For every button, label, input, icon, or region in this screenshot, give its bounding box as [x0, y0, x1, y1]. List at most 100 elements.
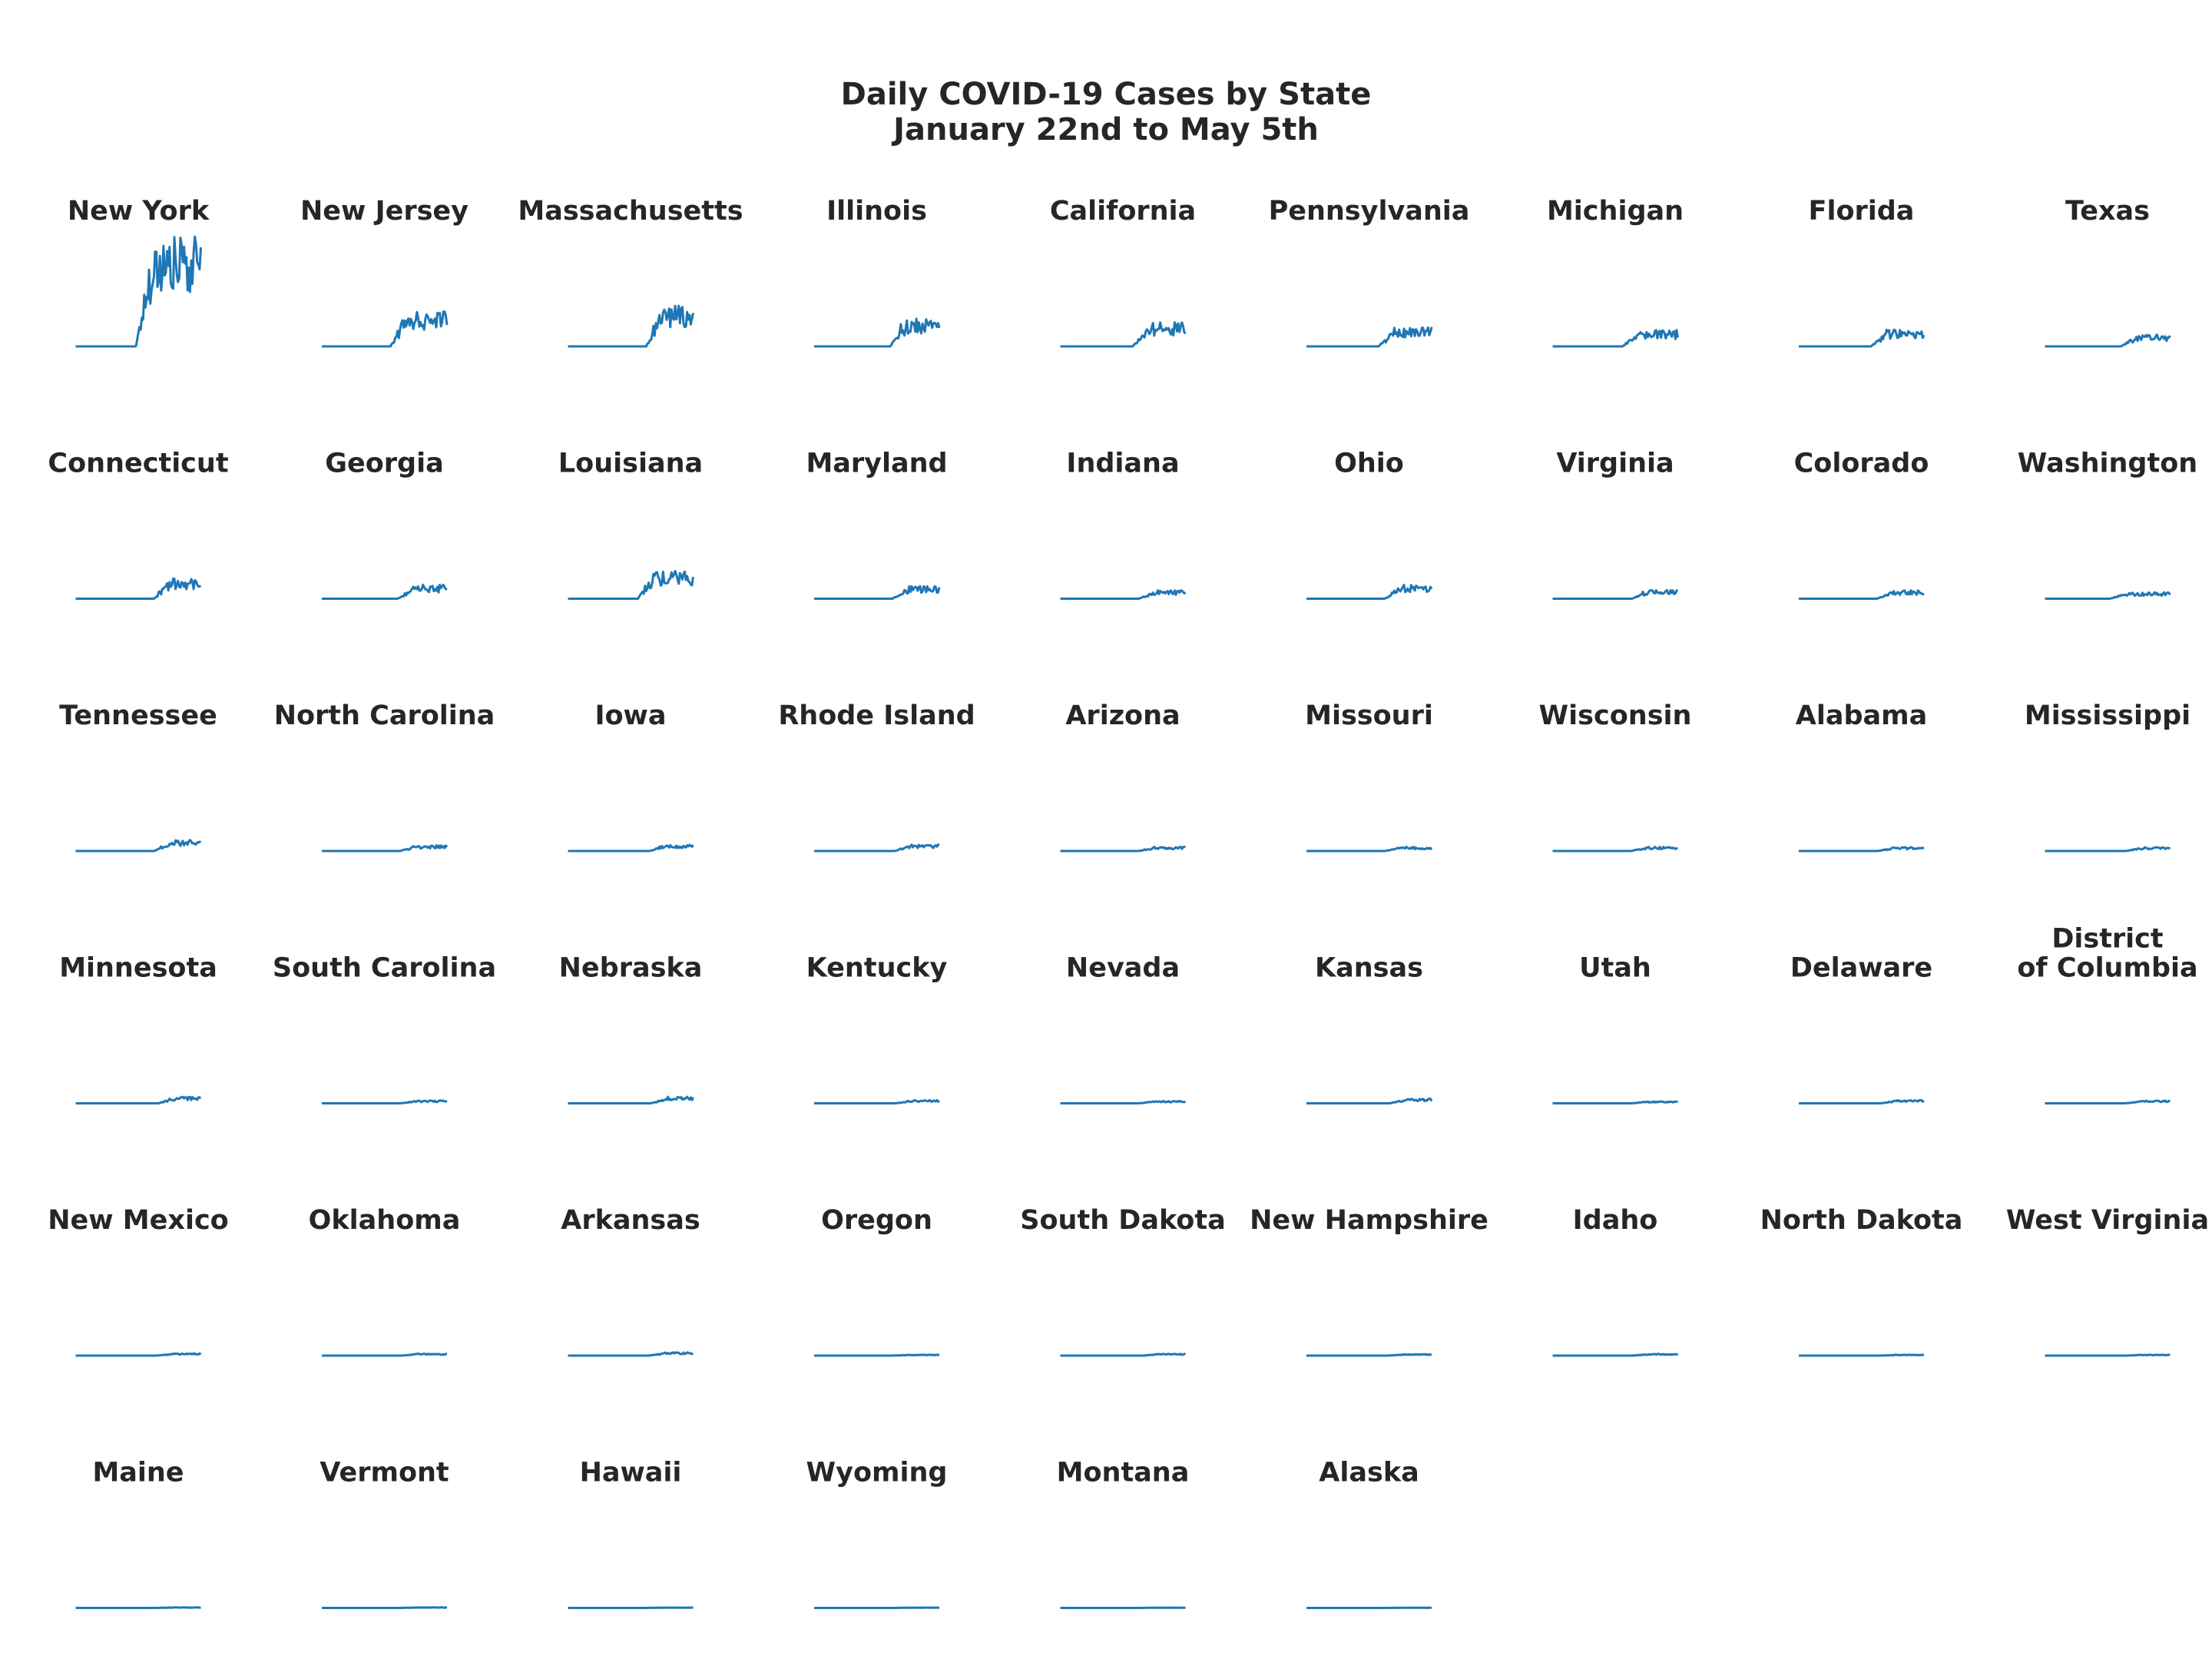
- state-title: California: [1050, 196, 1196, 227]
- state-series-line: [1552, 846, 1679, 853]
- state-title: New Hampshire: [1250, 1205, 1488, 1236]
- state-series-line: [75, 839, 201, 853]
- state-panel: Mississippi: [2025, 700, 2190, 853]
- state-panel: New Jersey: [300, 196, 469, 348]
- state-title: Michigan: [1547, 196, 1684, 227]
- state-panel: South Dakota: [1020, 1205, 1226, 1357]
- state-title: Massachusetts: [518, 196, 743, 227]
- state-panel: Washington: [2018, 449, 2197, 600]
- state-series-line: [1060, 846, 1186, 853]
- state-title: Maine: [92, 1458, 184, 1488]
- state-series-line: [568, 304, 694, 348]
- state-title: Maryland: [806, 449, 947, 479]
- state-title: South Carolina: [273, 953, 496, 984]
- state-series-line: [814, 584, 941, 600]
- state-title: Alaska: [1319, 1458, 1419, 1488]
- state-series-line: [1799, 846, 1925, 853]
- state-title: Arkansas: [561, 1205, 700, 1236]
- state-panel: New Hampshire: [1250, 1205, 1488, 1357]
- state-title: Arizona: [1065, 700, 1180, 731]
- state-title: Minnesota: [59, 953, 217, 984]
- state-title: Nebraska: [559, 953, 703, 984]
- state-panel: Hawaii: [568, 1458, 694, 1609]
- state-panel: Connecticut: [48, 449, 229, 600]
- state-title: Florida: [1809, 196, 1915, 227]
- state-title: Tennessee: [59, 700, 217, 731]
- state-panel: California: [1050, 196, 1196, 348]
- state-series-line: [1306, 1353, 1432, 1357]
- state-title: Pennsylvania: [1269, 196, 1470, 227]
- state-series-line: [322, 1099, 448, 1104]
- state-panel: Kansas: [1306, 953, 1433, 1104]
- chart-title-line-1: Daily COVID-19 Cases by State: [840, 77, 1372, 112]
- state-series-line: [814, 843, 940, 853]
- state-panel: Maryland: [806, 449, 948, 600]
- state-series-line: [1799, 328, 1926, 348]
- state-panel: Texas: [2045, 196, 2171, 348]
- state-panel: Indiana: [1060, 449, 1187, 600]
- state-title: Mississippi: [2025, 700, 2190, 731]
- state-panel: North Dakota: [1760, 1205, 1963, 1357]
- state-series-line: [322, 584, 448, 600]
- state-panel: Utah: [1552, 953, 1678, 1104]
- state-panel: Georgia: [322, 449, 448, 600]
- state-panel: Missouri: [1305, 700, 1433, 853]
- state-title: Connecticut: [48, 449, 228, 479]
- state-panel: Massachusetts: [518, 196, 743, 348]
- state-title: Alabama: [1796, 700, 1927, 731]
- state-panel: Arkansas: [561, 1205, 700, 1357]
- state-panel: Arizona: [1060, 700, 1186, 853]
- state-panel: Alaska: [1306, 1458, 1432, 1609]
- state-panel: Alabama: [1796, 700, 1927, 853]
- state-panel: Wisconsin: [1539, 700, 1692, 853]
- state-title: South Dakota: [1020, 1205, 1225, 1236]
- state-title: North Dakota: [1760, 1205, 1963, 1236]
- state-title: Oklahoma: [309, 1205, 461, 1236]
- state-panel: Oregon: [814, 1205, 940, 1357]
- state-title: New York: [68, 196, 210, 227]
- state-series-line: [2045, 591, 2171, 600]
- state-series-line: [75, 577, 202, 600]
- state-panel: Maine: [75, 1458, 201, 1609]
- state-series-line: [1306, 1098, 1433, 1104]
- state-title: Hawaii: [580, 1458, 682, 1488]
- state-panel: Louisiana: [558, 449, 703, 600]
- state-series-line: [75, 1352, 202, 1357]
- state-title: Illinois: [826, 196, 927, 227]
- state-title: Texas: [2065, 196, 2150, 227]
- state-series-line: [322, 844, 449, 853]
- state-panel: Delaware: [1790, 953, 1932, 1104]
- state-panel: New Mexico: [48, 1205, 229, 1357]
- state-title: Washington: [2018, 449, 2197, 479]
- state-series-line: [1060, 1353, 1187, 1357]
- state-series-line: [814, 1098, 940, 1104]
- state-series-line: [2045, 1099, 2171, 1104]
- state-panel: Oklahoma: [309, 1205, 461, 1357]
- state-title: Vermont: [320, 1458, 449, 1488]
- state-title: North Carolina: [274, 700, 495, 731]
- state-title: Wisconsin: [1539, 700, 1692, 731]
- state-panel: Virginia: [1552, 449, 1679, 600]
- state-series-line: [75, 1095, 201, 1104]
- state-series-line: [1060, 321, 1187, 348]
- state-title: Kansas: [1315, 953, 1423, 984]
- state-series-line: [2045, 846, 2171, 853]
- state-panel: South Carolina: [273, 953, 496, 1104]
- state-series-line: [568, 1095, 694, 1104]
- state-panel: Pennsylvania: [1269, 196, 1470, 348]
- state-panel: Iowa: [568, 700, 694, 853]
- state-series-line: [2045, 1353, 2171, 1357]
- state-series-line: [1306, 584, 1433, 600]
- state-series-line: [1799, 1098, 1925, 1104]
- state-panel: Rhode Island: [778, 700, 975, 853]
- state-title: Colorado: [1794, 449, 1929, 479]
- state-title: Ohio: [1334, 449, 1404, 479]
- state-panel: North Carolina: [274, 700, 495, 853]
- state-panel: Colorado: [1794, 449, 1929, 600]
- state-panel: Montana: [1057, 1458, 1189, 1609]
- state-series-line: [568, 1351, 694, 1357]
- state-panel: Tennessee: [59, 700, 217, 853]
- state-title: Oregon: [821, 1205, 932, 1236]
- state-panel: Wyoming: [806, 1458, 947, 1609]
